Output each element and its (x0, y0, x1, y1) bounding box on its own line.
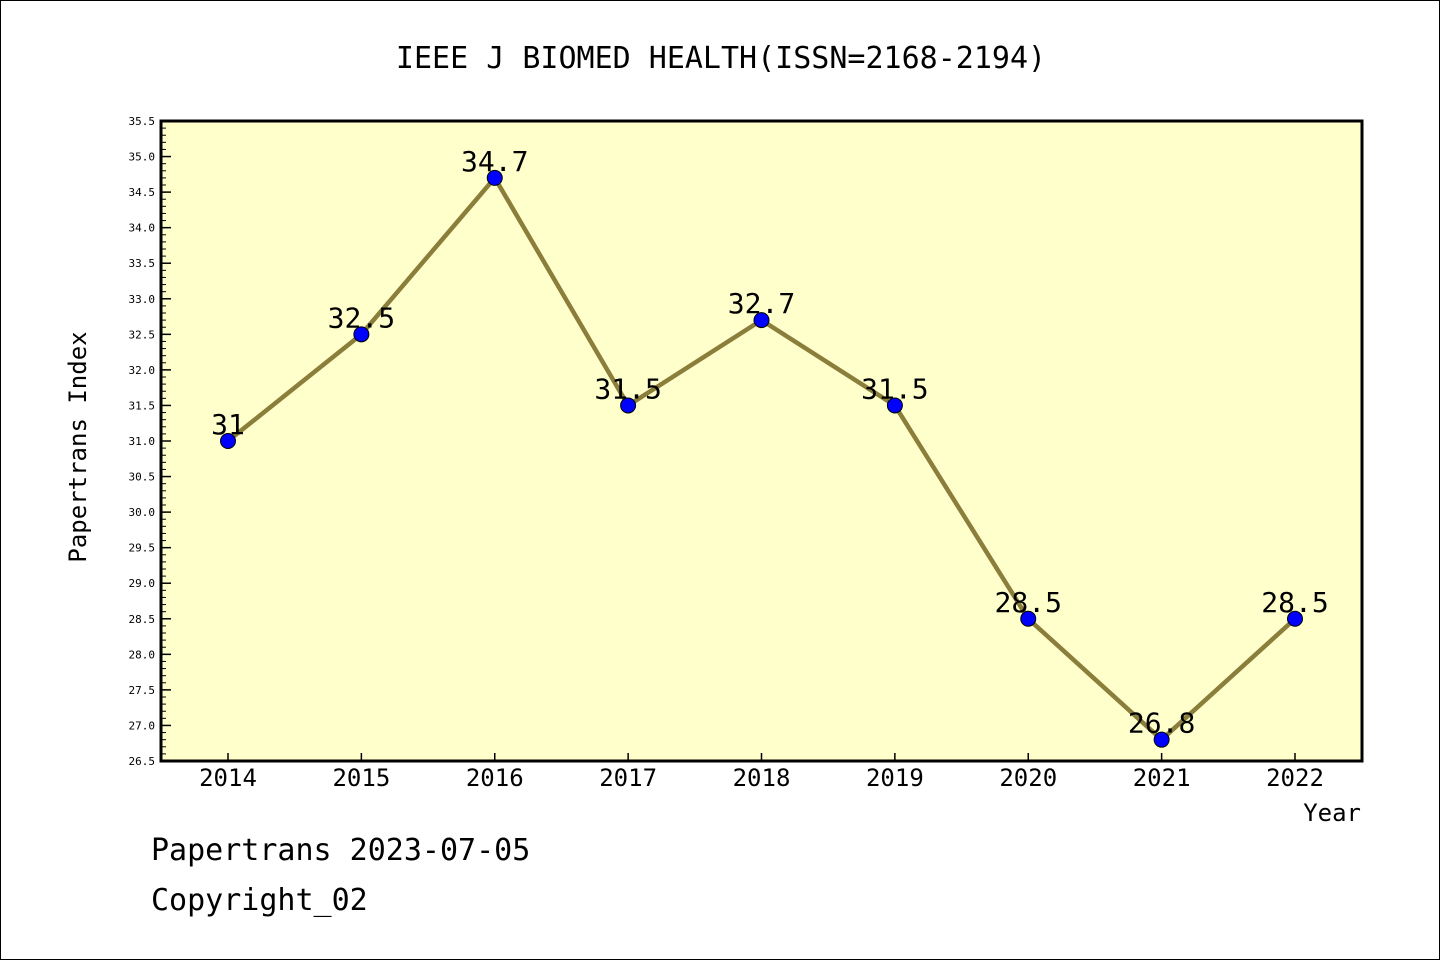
data-markers (220, 169, 1303, 748)
y-tick-label: 31.0 (129, 435, 156, 448)
data-label: 26.8 (1128, 707, 1195, 740)
y-axis-ticks: 26.5 27.0 27.5 28.0 28.5 29.0 29.5 30.0 30.5 31.0… (129, 115, 171, 768)
data-label: 28.5 (1261, 586, 1328, 619)
y-tick-label: 29.5 (129, 542, 156, 555)
y-tick-label: 35.0 (129, 151, 156, 164)
footer-copyright: Copyright_02 (151, 883, 368, 918)
y-tick-label: 31.5 (129, 399, 156, 412)
data-point (1153, 731, 1170, 748)
data-point (620, 397, 637, 414)
data-labels: 31 32.5 34.7 31.5 32.7 31.5 28.5 26.8 28.5 (211, 145, 1329, 740)
x-tick-label: 2016 (466, 764, 524, 792)
data-label: 31.5 (594, 372, 661, 405)
y-tick-label: 29.0 (129, 577, 156, 590)
x-tick-label: 2014 (199, 764, 257, 792)
y-tick-label: 28.5 (129, 613, 156, 626)
x-axis-ticks: 2014 2015 2016 2017 2018 2019 2020 2021 2022 (199, 753, 1324, 792)
data-point (1020, 610, 1037, 627)
y-tick-label: 32.0 (129, 364, 156, 377)
y-tick-label: 33.0 (129, 293, 156, 306)
y-tick-label: 26.5 (129, 755, 156, 768)
y-tick-label: 27.0 (129, 719, 156, 732)
y-tick-label: 30.0 (129, 506, 156, 519)
chart-title: IEEE J BIOMED HEALTH(ISSN=2168-2194) (396, 41, 1046, 76)
x-tick-label: 2019 (866, 764, 924, 792)
data-point (353, 326, 370, 343)
y-tick-label: 30.5 (129, 471, 156, 484)
y-tick-label: 34.0 (129, 222, 156, 235)
data-label: 34.7 (461, 145, 528, 178)
y-tick-label: 35.5 (129, 115, 156, 128)
x-tick-label: 2018 (733, 764, 791, 792)
data-label: 32.7 (728, 287, 795, 320)
y-tick-label: 32.5 (129, 328, 156, 341)
x-axis-label: Year (1303, 799, 1361, 827)
data-point (220, 433, 236, 449)
plot-border (159, 119, 1364, 763)
x-tick-label: 2017 (599, 764, 657, 792)
data-point (486, 169, 503, 186)
data-point (886, 397, 903, 414)
data-point (753, 312, 770, 329)
y-tick-label: 28.0 (129, 648, 156, 661)
footer-date: Papertrans 2023-07-05 (151, 833, 531, 868)
y-axis-label: Papertrans Index (64, 331, 92, 562)
x-tick-label: 2021 (1133, 764, 1191, 792)
plot-area (161, 121, 1362, 761)
x-tick-label: 2020 (999, 764, 1057, 792)
y-tick-label: 27.5 (129, 684, 156, 697)
data-label: 28.5 (995, 586, 1062, 619)
y-tick-label: 34.5 (129, 186, 156, 199)
data-label: 31 (211, 408, 245, 441)
data-point (1287, 610, 1303, 627)
data-label: 32.5 (328, 301, 395, 334)
x-tick-label: 2022 (1266, 764, 1324, 792)
x-tick-label: 2015 (332, 764, 390, 792)
data-label: 31.5 (861, 372, 928, 405)
y-tick-label: 33.5 (129, 257, 156, 270)
